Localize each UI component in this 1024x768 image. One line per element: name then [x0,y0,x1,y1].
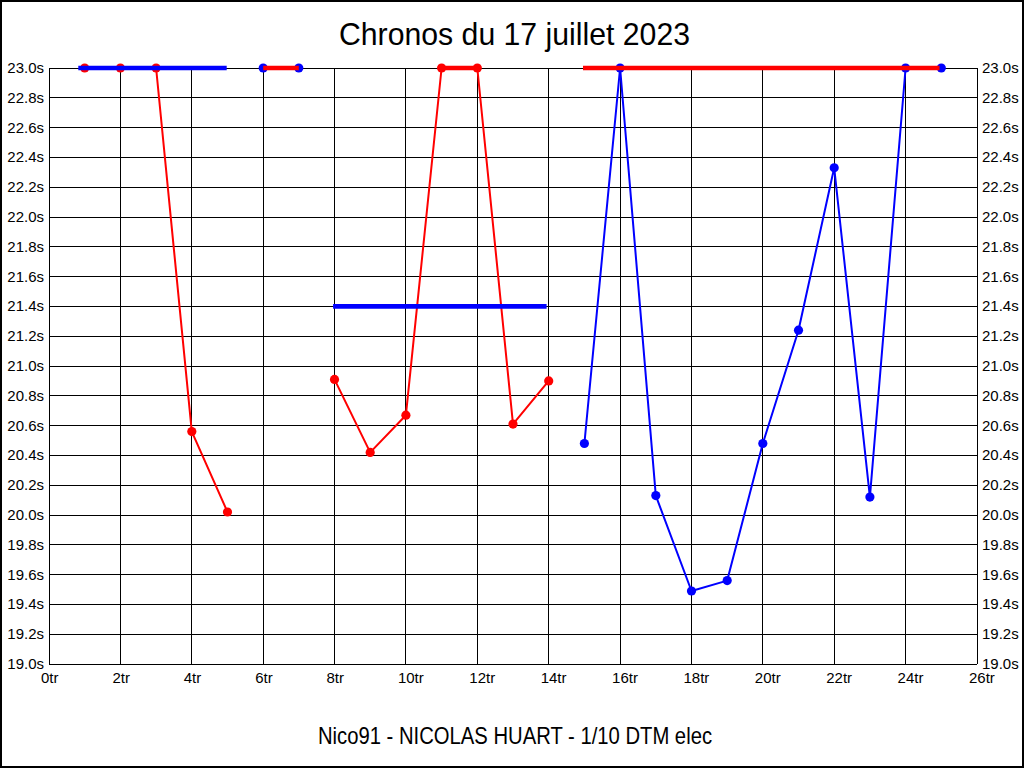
outer-border [1,1,1023,767]
data-point [651,491,660,500]
y-tick-label: 22.8s [7,89,44,106]
y-tick-label: 21.6s [7,268,44,285]
y-tick-label: 22.0s [982,208,1019,225]
y-tick-label: 21.8s [982,238,1019,255]
x-tick-label: 0tr [41,669,59,686]
y-tick-label: 22.6s [7,119,44,136]
y-tick-label: 19.2s [982,625,1019,642]
data-point [401,411,410,420]
blue-series [259,63,946,595]
y-tick-label: 20.8s [982,387,1019,404]
grid [49,68,977,664]
data-point [473,63,482,72]
y-tick-label: 19.8s [982,536,1019,553]
chart-canvas: Chronos du 17 juillet 2023 23.0s 22.8s 22.… [0,0,1024,768]
y-tick-label: 22.0s [7,208,44,225]
data-point [758,439,767,448]
data-point [865,493,874,502]
x-tick-label: 18tr [683,669,709,686]
red-series [80,63,553,516]
y-tick-label: 21.4s [982,297,1019,314]
x-axis-labels: 0tr 2tr 4tr 6tr 8tr 10tr 12tr 14tr 16tr 18tr 20tr 2… [41,669,995,686]
x-tick-label: 2tr [112,669,130,686]
y-tick-label: 22.2s [7,178,44,195]
y-tick-label: 22.4s [7,148,44,165]
y-tick-label: 22.6s [982,119,1019,136]
data-point [830,163,839,172]
chart-title: Chronos du 17 juillet 2023 [339,16,690,52]
data-point [723,576,732,585]
data-point [508,420,517,429]
y-tick-label: 19.8s [7,536,44,553]
y-tick-label: 19.4s [982,595,1019,612]
chart-footer: Nico91 - NICOLAS HUART - 1/10 DTM elec [318,722,712,749]
x-tick-label: 26tr [969,669,995,686]
data-point [330,375,339,384]
y-tick-label: 19.4s [7,595,44,612]
y-tick-label: 19.6s [7,566,44,583]
x-tick-label: 8tr [327,669,345,686]
y-tick-label: 20.2s [982,476,1019,493]
x-tick-label: 10tr [398,669,424,686]
data-point [794,326,803,335]
data-point [437,63,446,72]
plot-area: 23.0s 22.8s 22.6s 22.4s 22.2s 22.0s 21.8s 21.6s… [7,59,1018,686]
y-tick-label: 21.0s [7,357,44,374]
y-tick-label: 21.2s [7,327,44,344]
data-point [544,376,553,385]
x-tick-label: 12tr [469,669,495,686]
y-tick-label: 20.0s [7,506,44,523]
y-tick-label: 21.4s [7,297,44,314]
y-tick-label: 19.6s [982,566,1019,583]
red-laps-run-1-line [85,68,228,512]
y-tick-label: 22.4s [982,148,1019,165]
y-tick-label: 22.8s [982,89,1019,106]
lap-times-chart: Chronos du 17 juillet 2023 23.0s 22.8s 22.… [0,0,1024,768]
y-tick-label: 20.4s [7,446,44,463]
x-tick-label: 24tr [898,669,924,686]
y-tick-label: 19.2s [7,625,44,642]
y-axis-labels-left: 23.0s 22.8s 22.6s 22.4s 22.2s 22.0s 21.8s 21.6s… [7,59,44,672]
y-tick-label: 20.6s [7,417,44,434]
y-tick-label: 20.4s [982,446,1019,463]
red-laps-run-2-line [335,68,549,452]
data-point [223,507,232,516]
x-tick-label: 16tr [612,669,638,686]
y-tick-label: 21.6s [982,268,1019,285]
y-tick-label: 19.0s [7,655,44,672]
x-tick-label: 14tr [541,669,567,686]
y-tick-label: 23.0s [982,59,1019,76]
y-tick-label: 22.2s [982,178,1019,195]
y-tick-label: 20.6s [982,417,1019,434]
data-point [580,439,589,448]
y-tick-label: 20.2s [7,476,44,493]
y-axis-labels-right: 23.0s 22.8s 22.6s 22.4s 22.2s 22.0s 21.8s 21.6s… [982,59,1019,672]
y-tick-label: 20.8s [7,387,44,404]
y-tick-label: 21.0s [982,357,1019,374]
x-tick-label: 20tr [755,669,781,686]
x-tick-label: 6tr [255,669,273,686]
data-point [687,586,696,595]
y-tick-label: 23.0s [7,59,44,76]
y-tick-label: 21.8s [7,238,44,255]
x-tick-label: 4tr [184,669,202,686]
data-point [187,427,196,436]
y-tick-label: 21.2s [982,327,1019,344]
x-tick-label: 22tr [826,669,852,686]
y-tick-label: 20.0s [982,506,1019,523]
data-point [366,448,375,457]
